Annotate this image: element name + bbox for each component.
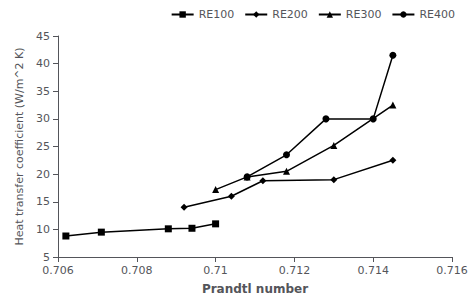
svg-text:0.714: 0.714	[357, 264, 389, 277]
svg-text:0.712: 0.712	[279, 264, 311, 277]
svg-text:RE200: RE200	[272, 8, 308, 21]
svg-text:10: 10	[36, 223, 50, 236]
svg-text:30: 30	[36, 112, 50, 125]
svg-text:Prandtl number: Prandtl number	[202, 282, 308, 296]
svg-text:RE400: RE400	[419, 8, 455, 21]
svg-text:RE100: RE100	[199, 8, 235, 21]
svg-text:0.708: 0.708	[121, 264, 153, 277]
svg-text:0.706: 0.706	[42, 264, 74, 277]
svg-text:Heat transfer coefficient (W/m: Heat transfer coefficient (W/m^2 K)	[13, 47, 26, 245]
svg-text:25: 25	[36, 140, 50, 153]
svg-text:0.716: 0.716	[436, 264, 468, 277]
svg-text:35: 35	[36, 85, 50, 98]
svg-text:15: 15	[36, 195, 50, 208]
svg-text:40: 40	[36, 57, 50, 70]
svg-text:0.71: 0.71	[203, 264, 228, 277]
svg-text:20: 20	[36, 168, 50, 181]
svg-text:RE300: RE300	[346, 8, 382, 21]
svg-text:5: 5	[43, 251, 50, 264]
svg-text:45: 45	[36, 30, 50, 43]
